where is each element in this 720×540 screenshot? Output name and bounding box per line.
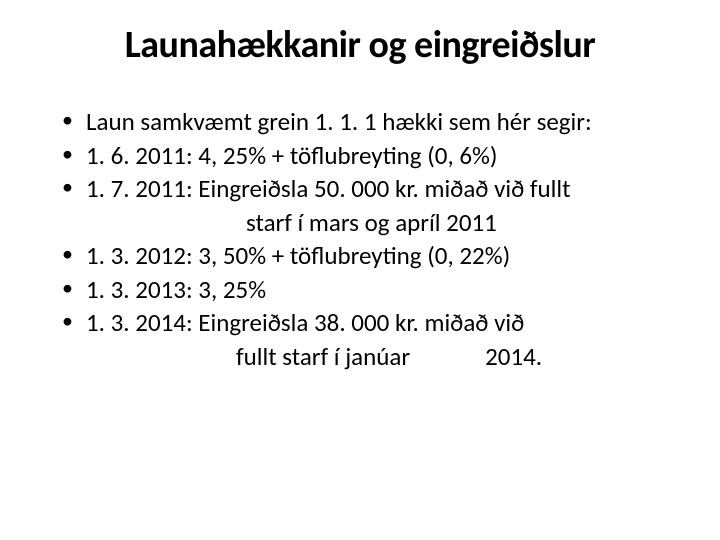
bullet-item: 1. 3. 2013: 3, 25% [60,274,670,306]
bullet-item: 1. 7. 2011: Eingreiðsla 50. 000 kr. miða… [60,173,670,205]
bullet-item: 1. 6. 2011: 4, 25% + töflubreyting (0, 6… [60,140,670,172]
bullet-continuation: fullt starf í janúar 2014. [60,341,670,373]
bullet-list: Laun samkvæmt grein 1. 1. 1 hækki sem hé… [50,106,670,372]
slide-title: Launahækkanir og eingreiðslur [50,22,670,68]
bullet-item: Laun samkvæmt grein 1. 1. 1 hækki sem hé… [60,106,670,138]
slide-container: Launahækkanir og eingreiðslur Laun samkv… [0,0,720,540]
bullet-continuation: starf í mars og apríl 2011 [60,207,670,239]
bullet-item: 1. 3. 2014: Eingreiðsla 38. 000 kr. miða… [60,307,670,339]
bullet-item: 1. 3. 2012: 3, 50% + töflubreyting (0, 2… [60,240,670,272]
